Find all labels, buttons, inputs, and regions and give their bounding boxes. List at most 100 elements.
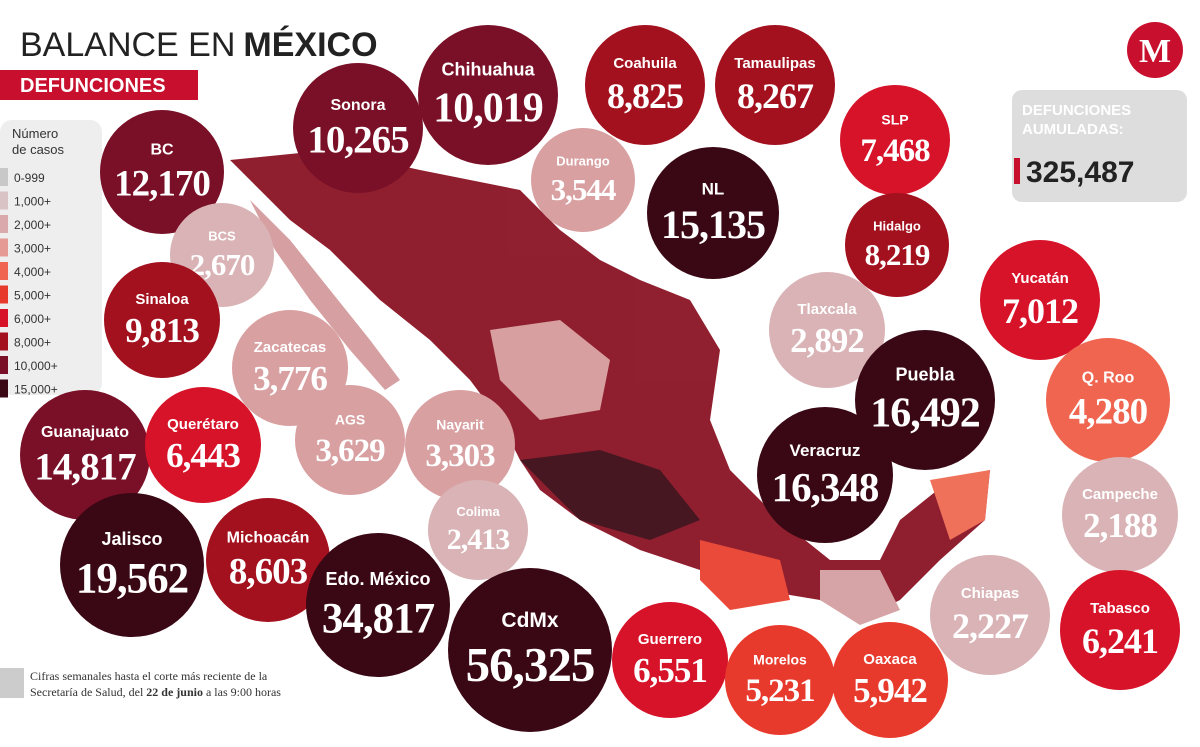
state-name: Guerrero: [638, 631, 702, 648]
bubble: [306, 533, 450, 677]
state-name: Coahuila: [613, 55, 677, 72]
legend-title: Número: [12, 126, 58, 141]
state-value: 9,813: [125, 311, 199, 350]
legend: 0-999 1,000+ 2,000+ 3,000+ 4,000+ 5,000+ 6,000…: [0, 168, 58, 398]
state-bubble: AGS 3,629: [295, 385, 405, 495]
legend-box: [0, 120, 102, 395]
footnote-part: Secretaría de Salud, del: [30, 685, 144, 699]
state-bubble: Sonora 10,265: [293, 63, 423, 193]
state-name: Hidalgo: [873, 218, 921, 233]
state-bubble: BC 12,170: [100, 110, 224, 234]
logo: [1127, 22, 1183, 78]
state-name: Morelos: [753, 652, 807, 668]
bubble: [405, 390, 515, 500]
legend-label: 8,000+: [14, 336, 51, 350]
state-name: Veracruz: [790, 441, 861, 460]
state-value: 14,817: [34, 446, 136, 489]
legend-swatch: [0, 238, 8, 257]
state-value: 19,562: [76, 555, 188, 602]
state-value: 5,231: [745, 673, 814, 709]
bubble: [1046, 338, 1170, 462]
state-value: 7,468: [860, 133, 930, 169]
state-value: 15,135: [661, 202, 765, 247]
state-name: Querétaro: [167, 416, 239, 433]
state-bubble: Coahuila 8,825: [585, 25, 705, 145]
total-label: DEFUNCIONES: [1022, 102, 1131, 119]
map-region: [520, 450, 700, 540]
map-region: [930, 470, 990, 540]
legend-swatch: [0, 379, 8, 398]
state-name: Sonora: [330, 97, 385, 114]
state-bubble: Colima 2,413: [428, 480, 528, 580]
state-name: Tamaulipas: [734, 55, 815, 72]
bubble: [448, 568, 612, 732]
bubble: [1062, 457, 1178, 573]
state-value: 6,241: [1082, 621, 1158, 661]
legend-swatch: [0, 332, 8, 351]
state-bubble: Campeche 2,188: [1062, 457, 1178, 573]
map-region: [820, 570, 900, 625]
bubble: [531, 128, 635, 232]
total-box: [1012, 90, 1187, 202]
state-value: 2,892: [790, 321, 864, 360]
state-value: 7,012: [1002, 291, 1078, 331]
state-value: 2,188: [1083, 506, 1157, 545]
state-bubble: Puebla 16,492: [855, 330, 995, 470]
map-region: [490, 320, 610, 420]
state-bubble: CdMx 56,325: [448, 568, 612, 732]
state-value: 6,551: [633, 651, 707, 690]
state-name: Sinaloa: [135, 291, 189, 308]
state-name: Tlaxcala: [797, 301, 857, 318]
bubble: [1060, 570, 1180, 690]
state-bubble: Q. Roo 4,280: [1046, 338, 1170, 462]
state-value: 12,170: [114, 164, 210, 205]
title-part: MÉXICO: [243, 26, 377, 64]
bubble: [930, 555, 1050, 675]
bubble: [145, 387, 261, 503]
legend-label: 1,000+: [14, 195, 51, 209]
bubble: [104, 262, 220, 378]
note-marker: [0, 668, 24, 698]
state-name: Puebla: [895, 364, 955, 384]
legend-swatch: [0, 168, 8, 186]
bubble: [832, 622, 948, 738]
state-name: AGS: [335, 412, 365, 428]
total-label: AUMULADAS:: [1022, 121, 1124, 138]
state-bubble: SLP 7,468: [840, 85, 950, 195]
legend-label: 5,000+: [14, 289, 51, 303]
state-bubble: Veracruz 16,348: [757, 407, 893, 543]
state-value: 16,348: [772, 464, 879, 510]
state-value: 2,227: [952, 606, 1029, 646]
state-name: Edo. México: [325, 569, 430, 589]
state-name: Chiapas: [961, 585, 1019, 602]
state-value: 34,817: [322, 595, 435, 642]
state-name: Tabasco: [1090, 600, 1150, 617]
state-name: Zacatecas: [254, 339, 327, 356]
state-value: 8,603: [229, 552, 308, 593]
state-value: 16,492: [870, 391, 980, 437]
legend-label: 3,000+: [14, 242, 51, 256]
map-region: [700, 540, 790, 610]
state-bubble: NL 15,135: [647, 147, 779, 279]
state-value: 8,825: [607, 76, 683, 116]
title-part: BALANCE EN: [20, 26, 235, 64]
state-bubble: Nayarit 3,303: [405, 390, 515, 500]
state-value: 3,776: [253, 359, 327, 398]
state-value: 10,265: [307, 119, 409, 162]
bubble: [60, 493, 204, 637]
legend-swatch: [0, 262, 8, 280]
state-bubble: Chihuahua 10,019: [418, 25, 558, 165]
map: [230, 150, 990, 625]
state-bubble: Tabasco 6,241: [1060, 570, 1180, 690]
state-name: Yucatán: [1011, 270, 1069, 287]
legend-swatch: [0, 356, 8, 374]
state-bubble: Morelos 5,231: [725, 625, 835, 735]
logo-text: M: [1139, 33, 1171, 70]
state-bubble: Yucatán 7,012: [980, 240, 1100, 360]
legend-swatch: [0, 191, 8, 210]
legend-swatch: [0, 215, 8, 233]
state-value: 56,325: [466, 637, 595, 692]
bubble: [715, 25, 835, 145]
state-value: 6,443: [166, 436, 240, 475]
